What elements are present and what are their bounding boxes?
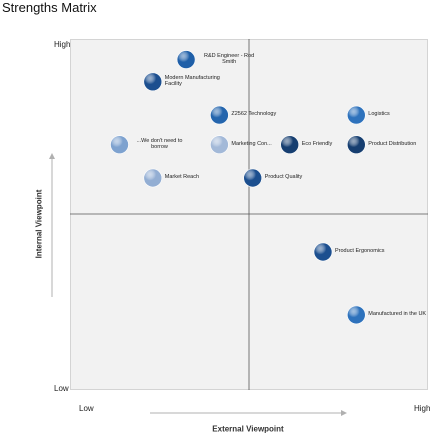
data-point[interactable] — [143, 168, 163, 188]
data-point[interactable] — [243, 168, 262, 188]
data-point[interactable] — [110, 135, 129, 154]
x-axis-label: External Viewpoint — [212, 424, 284, 434]
data-point-label: Z2562 Technology — [231, 111, 277, 118]
data-point-label: Product Distribution — [368, 140, 417, 147]
data-point-label: Product Quality — [264, 174, 303, 180]
data-point[interactable] — [280, 135, 300, 154]
data-point-label: Marketing Con... — [231, 140, 272, 147]
data-point-label: Modern Manufacturing Facility — [164, 74, 220, 88]
data-point-label: Market Reach — [164, 174, 200, 180]
x-high-label: High — [414, 404, 431, 413]
y-low-label: Low — [54, 384, 69, 393]
data-point-label: Eco Friendly — [301, 140, 333, 147]
data-point[interactable] — [346, 105, 366, 125]
data-point[interactable] — [176, 50, 196, 69]
data-point[interactable] — [143, 72, 163, 92]
data-point[interactable] — [210, 105, 229, 125]
x-low-label: Low — [79, 404, 94, 413]
data-point-label: Manufactured in the UK — [368, 310, 427, 317]
data-point[interactable] — [346, 135, 366, 154]
data-point-label: Product Ergonomics — [335, 248, 385, 254]
chart-title: Strengths Matrix — [2, 0, 97, 15]
data-point[interactable] — [313, 242, 333, 262]
data-point-label: R&D Engineer - Rod Smith — [204, 52, 255, 66]
data-point[interactable] — [210, 135, 229, 154]
y-high-label: High — [54, 40, 71, 49]
data-point[interactable] — [346, 305, 366, 325]
data-point-label: Logistics — [368, 111, 390, 118]
data-point-label: ...We don't need to borrow — [136, 137, 183, 151]
